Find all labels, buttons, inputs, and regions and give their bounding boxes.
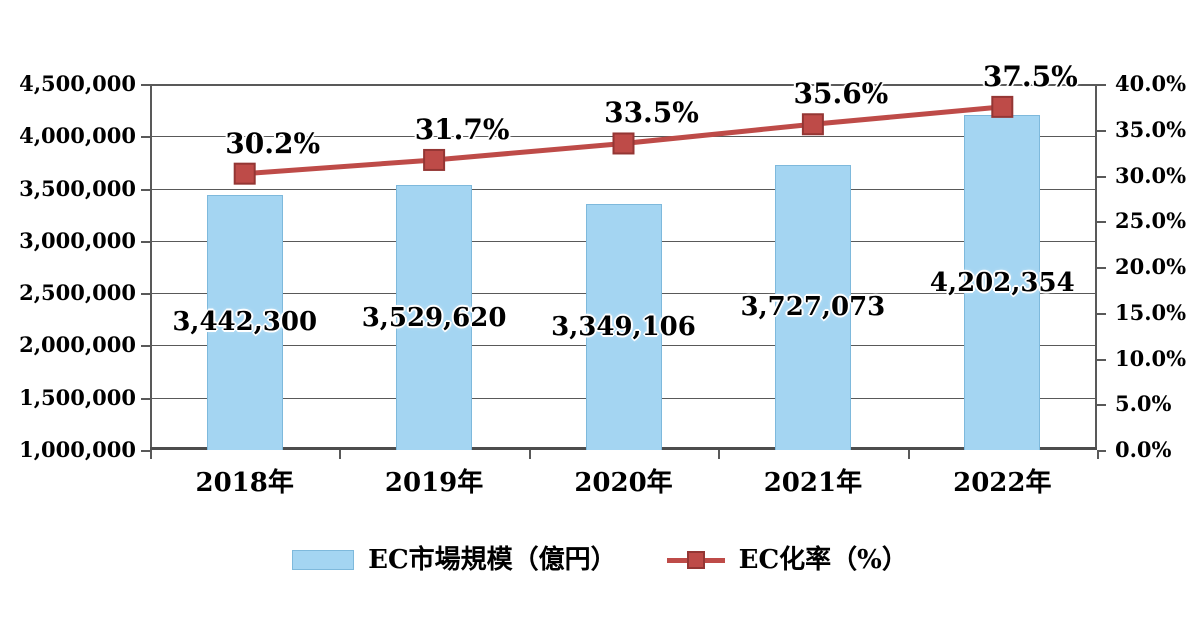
left-axis-tick: [141, 136, 150, 139]
legend-line-label: EC化率（%）: [738, 545, 908, 575]
legend-line-swatch: [666, 550, 725, 570]
right-axis-tick: [1097, 221, 1106, 224]
bar: [585, 204, 662, 450]
legend-bar-swatch: [292, 550, 355, 570]
left-axis-tick: [141, 345, 150, 348]
right-axis-tick-label: 35.0%: [1115, 116, 1187, 142]
legend-line-marker-icon: [686, 551, 705, 569]
bar-value-label: 3,442,300: [172, 307, 318, 338]
right-axis-tick: [1097, 129, 1106, 132]
right-axis-tick-label: 15.0%: [1115, 299, 1187, 325]
left-axis-tick-label: 2,000,000: [19, 332, 136, 358]
right-axis-tick-label: 30.0%: [1115, 162, 1187, 188]
x-axis-tick: [718, 450, 721, 459]
bar-value-label: 4,202,354: [929, 267, 1075, 298]
line-series: [233, 95, 1014, 185]
right-axis-tick: [1097, 404, 1106, 407]
bar: [774, 164, 851, 450]
left-axis-tick-label: 3,500,000: [19, 175, 136, 201]
bar-value-label: 3,349,106: [551, 312, 696, 343]
right-axis-tick: [1097, 312, 1106, 315]
right-axis-tick: [1097, 358, 1106, 361]
x-axis-tick: [528, 450, 531, 459]
left-axis-tick: [141, 188, 150, 191]
left-axis-tick: [141, 84, 150, 86]
left-axis-tick-label: 1,500,000: [19, 384, 136, 410]
left-axis-tick: [141, 293, 150, 296]
legend-bar-label: EC市場規模（億円）: [368, 545, 617, 575]
right-axis-tick: [1097, 84, 1106, 86]
legend: EC市場規模（億円） EC化率（%）: [0, 538, 1200, 582]
left-axis-tick-label: 3,000,000: [19, 227, 136, 253]
bar: [964, 115, 1041, 450]
left-axis-tick: [141, 240, 150, 243]
x-axis-tick: [1097, 450, 1099, 459]
right-axis-tick: [1097, 267, 1106, 269]
right-axis-tick-label: 25.0%: [1115, 208, 1187, 234]
plot-area: [150, 84, 1097, 450]
bar-value-label: 3,529,620: [361, 302, 507, 333]
left-axis-tick-label: 1,000,000: [19, 437, 136, 462]
bar-value-label: 3,727,073: [740, 292, 886, 323]
line-marker-icon: [612, 132, 635, 155]
right-axis-tick: [1097, 175, 1106, 178]
right-axis-tick-label: 5.0%: [1115, 391, 1172, 417]
line-marker-icon: [801, 113, 824, 136]
line-value-label: 31.7%: [414, 112, 510, 146]
right-axis-spine: [1095, 84, 1097, 450]
x-axis-category-label: 2021年: [763, 468, 863, 498]
right-axis-tick-label: 20.0%: [1115, 254, 1187, 279]
right-axis-tick-label: 10.0%: [1115, 345, 1187, 371]
bar: [206, 194, 283, 450]
line-marker-icon: [423, 148, 446, 171]
x-axis-tick: [339, 450, 342, 459]
right-axis-tick-label: 0.0%: [1115, 437, 1172, 462]
line-marker-icon: [991, 95, 1014, 118]
left-axis-tick-label: 4,500,000: [19, 71, 136, 96]
bar: [396, 185, 473, 450]
left-axis-tick-label: 4,000,000: [19, 123, 136, 149]
line-value-label: 33.5%: [604, 96, 699, 130]
x-axis-category-label: 2019年: [384, 468, 484, 498]
left-axis-tick: [141, 450, 150, 452]
x-axis-category-label: 2020年: [574, 468, 673, 498]
x-axis-category-label: 2022年: [953, 468, 1052, 498]
gridline: [150, 84, 1097, 86]
left-axis-spine: [150, 84, 152, 450]
x-axis-tick: [150, 450, 152, 459]
left-axis-tick: [141, 397, 150, 400]
line-marker-icon: [233, 162, 256, 185]
right-axis-tick: [1097, 450, 1106, 452]
right-axis-tick-label: 40.0%: [1115, 71, 1187, 96]
x-axis-tick: [907, 450, 910, 459]
left-axis-tick-label: 2,500,000: [19, 280, 136, 306]
x-axis-category-label: 2018年: [195, 468, 294, 498]
line-value-label: 30.2%: [225, 126, 321, 160]
line-value-label: 35.6%: [793, 77, 889, 111]
gridline: [150, 188, 1097, 190]
line-value-label: 37.5%: [982, 59, 1078, 93]
